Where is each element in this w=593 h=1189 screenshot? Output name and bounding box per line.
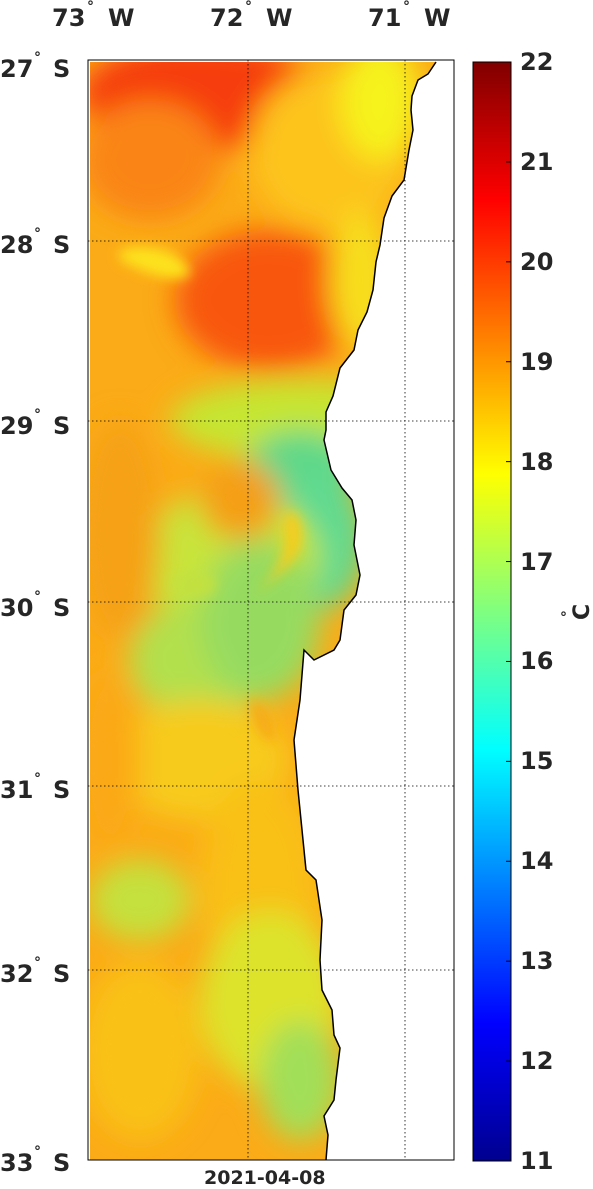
lon-label-72: 72 [210,4,244,32]
lon-degree-73: ° [87,0,94,15]
lat-degree-33: ° [34,1144,41,1160]
lat-label-30: 30 [0,594,34,622]
sst-field [90,62,436,1160]
colorbar-tick-19: 19 [520,347,554,376]
colorbar-tick-22: 22 [520,48,554,76]
lat-degree-32: ° [34,955,41,971]
lon-label-71: 71 [368,4,402,32]
lat-hem-27: S [53,55,71,83]
lat-hem-33: S [53,1149,71,1177]
lon-label-73: 73 [52,4,86,32]
lat-hem-31: S [53,776,71,804]
lat-label-31: 31 [0,776,34,804]
colorbar-tick-11: 11 [520,1147,554,1175]
colorbar-tick-17: 17 [520,547,554,576]
colorbar-tick-15: 15 [520,747,554,776]
colorbar-tick-20: 20 [520,247,554,276]
colorbar-tick-13: 13 [520,947,554,976]
colorbar-tick-14: 14 [520,847,554,876]
colorbar-unit-letter: C [570,603,593,620]
lat-degree-29: ° [34,407,41,423]
graticule [88,60,454,1160]
lon-hem-72: W [266,4,293,32]
colorbar-ticks [506,61,511,1162]
colorbar [472,61,512,1162]
lon-hem-73: W [108,4,135,32]
lat-hem-28: S [53,231,71,259]
lat-degree-30: ° [34,589,41,605]
lat-degree-27: ° [34,50,41,66]
lon-degree-71: ° [403,0,410,15]
lat-label-33: 33 [0,1149,34,1177]
map-frame [87,59,455,1161]
date-label: 2021-04-08 [204,1167,326,1189]
coastline [293,61,437,1161]
lat-label-32: 32 [0,960,34,988]
lat-hem-30: S [53,594,71,622]
lon-hem-71: W [424,4,451,32]
lat-hem-29: S [53,412,71,440]
colorbar-unit-degree: ° [560,610,567,626]
colorbar-tick-21: 21 [520,147,554,176]
lat-degree-31: ° [34,771,41,787]
colorbar-tick-18: 18 [520,447,554,476]
colorbar-tick-16: 16 [520,647,554,676]
lat-label-29: 29 [0,412,34,440]
lat-hem-32: S [53,960,71,988]
lat-degree-28: ° [34,226,41,242]
lon-degree-72: ° [245,0,252,15]
lat-label-28: 28 [0,231,34,259]
lat-label-27: 27 [0,55,34,83]
colorbar-tick-12: 12 [520,1047,554,1076]
